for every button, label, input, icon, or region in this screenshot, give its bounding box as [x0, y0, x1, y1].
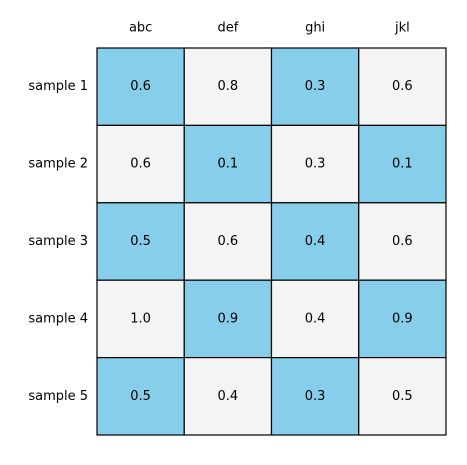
cell-5-ghi: [270, 357, 360, 436]
cell-value-1-ghi: 0.3: [305, 79, 326, 94]
row-headers: sample 1 sample 2 sample 3 sample 4 sample 5: [28, 79, 88, 404]
cell-value-4-ghi: 0.4: [305, 311, 326, 326]
row-header-4: sample 4: [28, 311, 88, 326]
cell-1-jkl: [358, 47, 447, 127]
cell-value-5-jkl: 0.5: [392, 389, 413, 404]
cell-value-1-jkl: 0.6: [392, 79, 413, 94]
cell-1-def: [183, 47, 273, 127]
cell-1-abc: [96, 47, 185, 127]
cell-2-def: [183, 124, 273, 204]
row-header-1: sample 1: [28, 79, 88, 94]
cell-value-1-abc: 0.6: [130, 79, 151, 94]
row-header-3: sample 3: [28, 234, 88, 249]
cell-value-4-abc: 1.0: [130, 311, 151, 326]
cell-value-4-def: 0.9: [218, 311, 239, 326]
cell-4-jkl: [358, 279, 447, 359]
cell-3-jkl: [358, 202, 447, 281]
column-header-abc: abc: [129, 21, 152, 36]
cell-4-def: [183, 279, 273, 359]
cell-5-abc: [96, 357, 185, 436]
cell-value-3-def: 0.6: [218, 234, 239, 249]
cell-value-5-ghi: 0.3: [305, 389, 326, 404]
cell-value-3-jkl: 0.6: [392, 234, 413, 249]
row-header-5: sample 5: [28, 389, 88, 404]
cell-3-def: [183, 202, 273, 281]
cell-1-ghi: [270, 47, 360, 127]
cell-value-2-def: 0.1: [218, 157, 239, 172]
cell-value-2-jkl: 0.1: [392, 157, 413, 172]
column-header-def: def: [217, 21, 238, 36]
table-cells: 0.6 0.8 0.3 0.6 0.6 0.1 0.3 0.1 0.5 0.6 0.4 0.6 1.0 0…: [96, 47, 447, 436]
cell-value-5-abc: 0.5: [130, 389, 151, 404]
cell-value-3-ghi: 0.4: [305, 234, 326, 249]
cell-value-5-def: 0.4: [218, 389, 239, 404]
cell-2-jkl: [358, 124, 447, 204]
cell-5-jkl: [358, 357, 447, 436]
cell-value-2-ghi: 0.3: [305, 157, 326, 172]
cell-value-1-def: 0.8: [218, 79, 239, 94]
cell-value-3-abc: 0.5: [130, 234, 151, 249]
cell-5-def: [183, 357, 273, 436]
column-header-jkl: jkl: [394, 21, 410, 36]
row-header-2: sample 2: [28, 157, 88, 172]
column-header-ghi: ghi: [305, 21, 325, 36]
column-headers: abc def ghi jkl: [129, 21, 410, 36]
cell-value-4-jkl: 0.9: [392, 311, 413, 326]
cell-value-2-abc: 0.6: [130, 157, 151, 172]
